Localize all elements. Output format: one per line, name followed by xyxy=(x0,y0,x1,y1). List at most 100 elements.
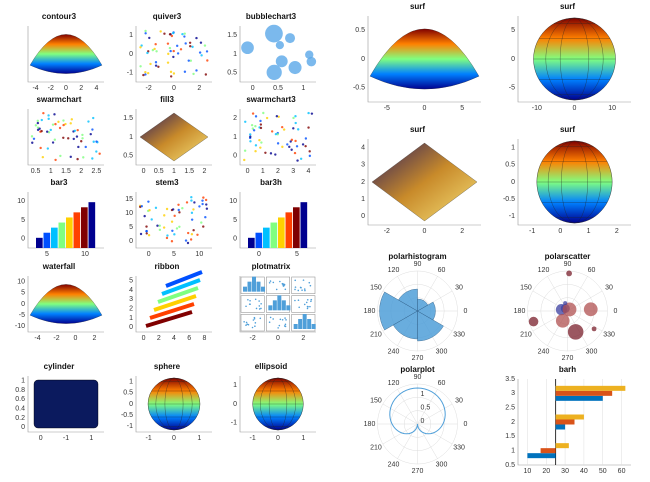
x-tick-label: 4 xyxy=(94,85,98,92)
x-tick-label: 2 xyxy=(157,335,161,342)
y-tick-label: 5 xyxy=(129,278,133,285)
y-tick-label: 0 xyxy=(129,401,133,408)
x-tick-label: 2 xyxy=(276,168,280,175)
marker xyxy=(69,122,72,125)
marker xyxy=(190,218,194,221)
bar-shape xyxy=(51,227,58,248)
marker xyxy=(251,112,255,115)
marker xyxy=(249,133,252,136)
hist-shape xyxy=(243,286,247,292)
marker xyxy=(301,143,305,146)
y-tick-label: 0.5 xyxy=(227,70,237,77)
marker xyxy=(49,128,52,132)
marker xyxy=(143,214,146,218)
ribbon-shape xyxy=(165,270,203,288)
marker xyxy=(285,319,287,321)
x-tick-label: 0.5 xyxy=(273,85,283,92)
marker xyxy=(305,301,308,304)
panel-title: bar3h xyxy=(260,178,282,187)
x-tick-label: -1 xyxy=(250,435,256,442)
y-tick-label: 5 xyxy=(21,290,25,297)
angle-label: 300 xyxy=(436,349,448,356)
marker xyxy=(251,127,255,130)
marker xyxy=(203,44,207,47)
ribbon-shape xyxy=(157,286,199,304)
y-tick-label: 3 xyxy=(361,162,365,169)
marker xyxy=(262,111,265,115)
ribbon-shape xyxy=(145,310,193,328)
surface xyxy=(29,284,103,324)
marker xyxy=(304,289,306,292)
mesh xyxy=(260,377,296,431)
marker xyxy=(251,326,254,329)
marker xyxy=(266,64,282,80)
marker xyxy=(62,136,65,139)
y-tick-label: 1 xyxy=(511,448,515,455)
x-tick-label: 0.5 xyxy=(154,168,164,175)
marker xyxy=(187,59,190,62)
marker xyxy=(172,49,175,53)
marker xyxy=(146,51,149,55)
x-tick-label: 8 xyxy=(202,335,206,342)
angle-label: 210 xyxy=(370,331,382,338)
x-tick-label: -10 xyxy=(532,105,542,112)
axes xyxy=(367,16,481,103)
x-tick-label: 60 xyxy=(618,468,626,475)
y-tick-label: 3 xyxy=(129,296,133,303)
marker xyxy=(283,325,286,327)
panel-title: surf xyxy=(560,125,575,134)
bar-shape xyxy=(58,222,66,248)
x-tick-label: 0 xyxy=(251,85,255,92)
x-tick-label: -2 xyxy=(48,85,54,92)
panel-title: swarmchart3 xyxy=(246,95,296,104)
y-tick-label: -5 xyxy=(19,312,25,319)
marker xyxy=(254,144,258,147)
y-tick-label: 0 xyxy=(361,56,365,63)
marker xyxy=(279,318,282,321)
panel-title: barh xyxy=(559,365,576,374)
angle-label: 0 xyxy=(464,308,468,315)
y-tick-label: 2 xyxy=(129,306,133,313)
marker xyxy=(178,211,181,214)
marker xyxy=(241,41,254,55)
polar-spoke xyxy=(397,389,418,425)
y-tick-label: 5 xyxy=(21,217,25,224)
marker xyxy=(288,145,291,149)
marker xyxy=(80,140,83,143)
marker xyxy=(53,138,57,141)
y-tick-label: 10 xyxy=(229,198,237,205)
marker xyxy=(148,36,151,40)
x-tick-label: 10 xyxy=(524,468,532,475)
panel-title: surf xyxy=(560,2,575,11)
marker xyxy=(302,279,305,281)
hist-shape xyxy=(281,300,286,311)
marker xyxy=(178,225,181,229)
marker xyxy=(198,51,202,54)
angle-label: 240 xyxy=(388,462,400,469)
r-tick-label: 0 xyxy=(421,418,425,425)
x-tick-label: -2 xyxy=(384,228,390,235)
bar xyxy=(555,390,613,396)
marker xyxy=(139,65,142,68)
marker xyxy=(40,118,43,122)
marker xyxy=(247,298,249,301)
x-tick-label: -1 xyxy=(146,435,152,442)
axes xyxy=(27,276,104,333)
marker xyxy=(296,128,300,131)
polar-spoke xyxy=(417,423,453,445)
marker xyxy=(275,114,279,118)
x-tick-label: 2 xyxy=(197,85,201,92)
x-tick-label: -4 xyxy=(32,85,38,92)
marker xyxy=(277,115,280,118)
y-tick-label: 0 xyxy=(233,236,237,243)
y-tick-label: -1 xyxy=(127,70,133,77)
marker xyxy=(57,120,60,124)
y-tick-label: 0 xyxy=(233,401,237,408)
y-tick-label: 1 xyxy=(21,378,25,385)
marker xyxy=(246,323,249,325)
y-tick-label: 1 xyxy=(129,315,133,322)
marker xyxy=(298,306,300,309)
marker xyxy=(166,42,170,45)
marker xyxy=(192,208,195,211)
marker xyxy=(154,61,158,64)
